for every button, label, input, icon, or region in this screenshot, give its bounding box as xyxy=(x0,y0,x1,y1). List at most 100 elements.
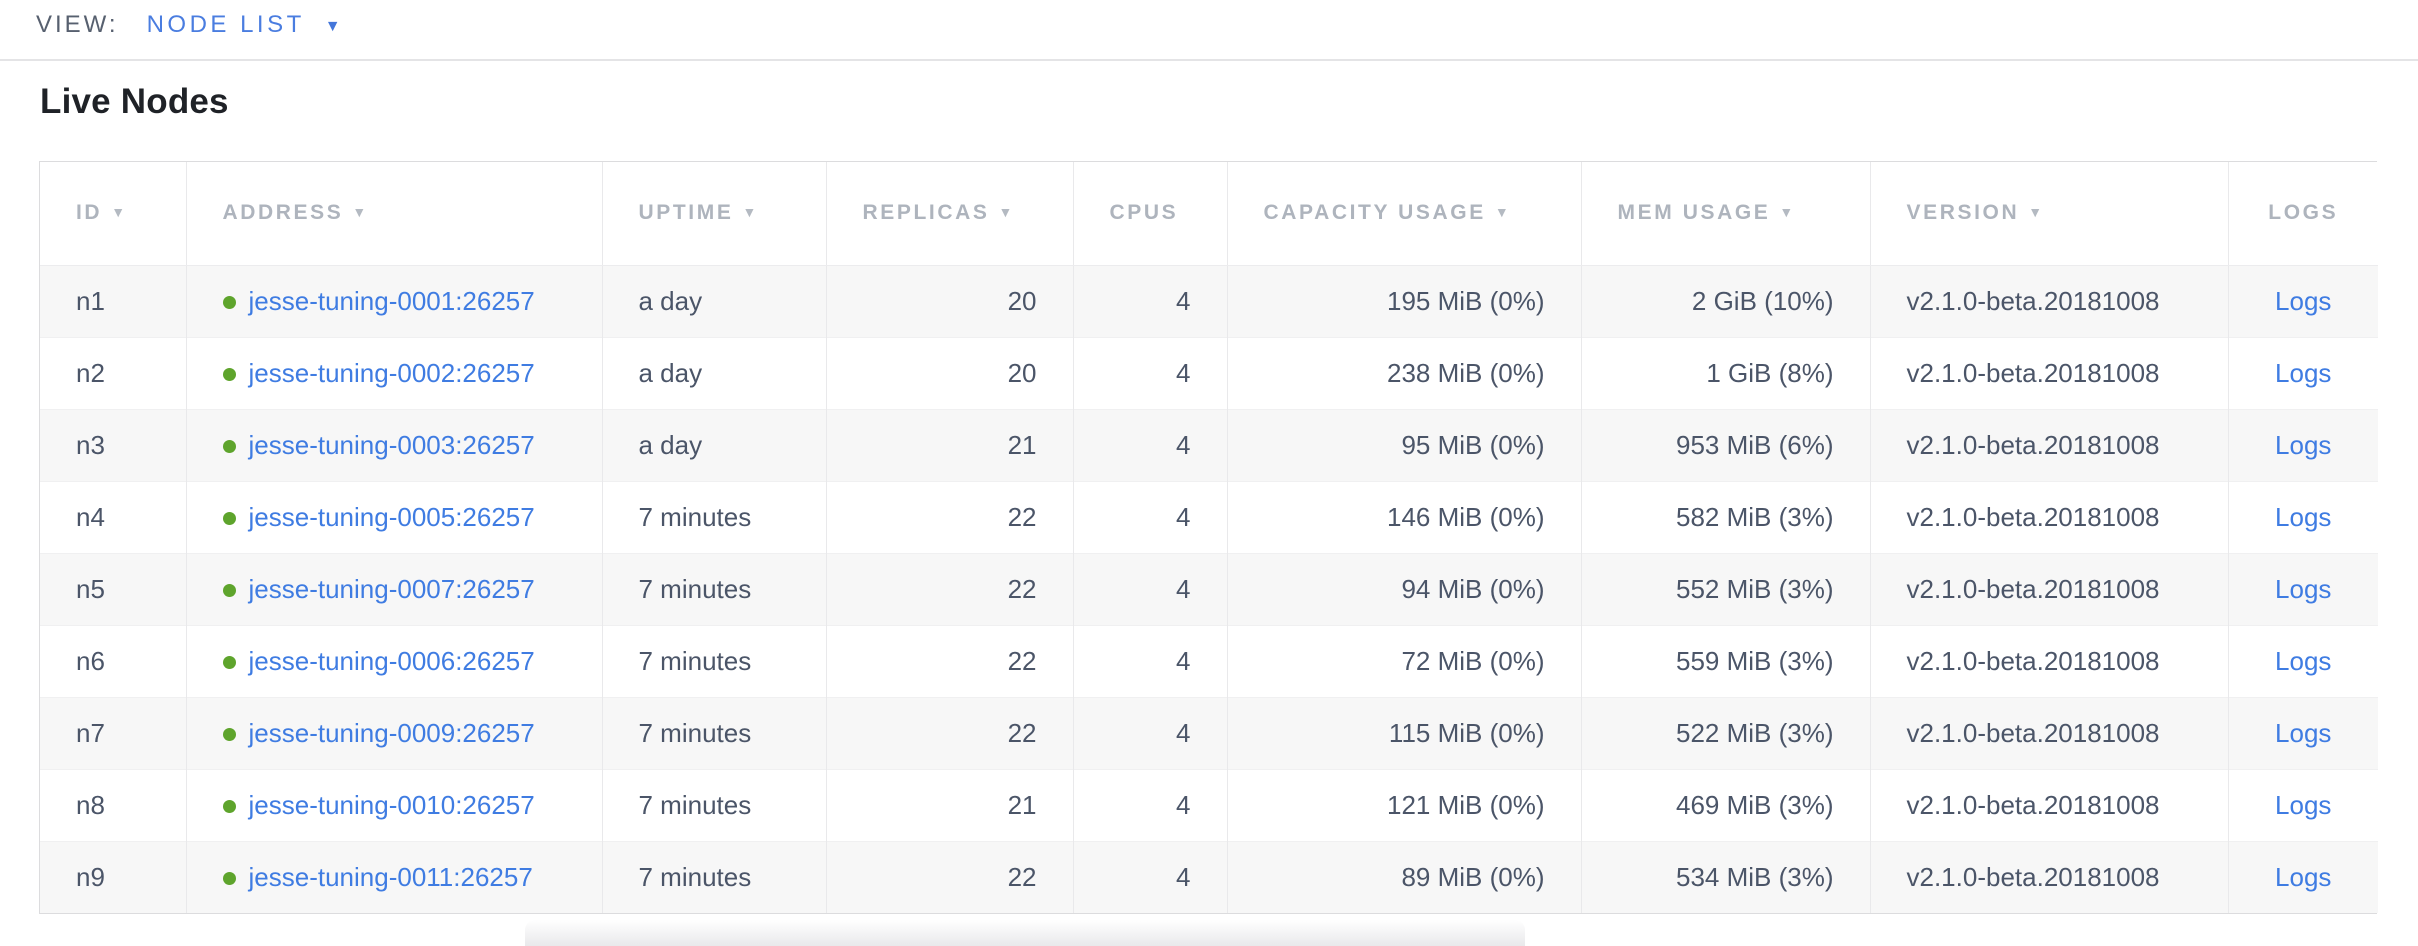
live-nodes-table: ID ▼ ADDRESS ▼ UPTIME ▼ REPLICAS ▼ CPUS xyxy=(39,161,2378,914)
replicas-cell: 22 xyxy=(826,625,1074,697)
logs-link[interactable]: Logs xyxy=(2275,645,2332,676)
capacity-usage-cell: 94 MiB (0%) xyxy=(1227,553,1582,625)
node-address-link[interactable]: jesse-tuning-0001:26257 xyxy=(248,285,535,316)
capacity-usage-cell: 95 MiB (0%) xyxy=(1227,409,1582,481)
node-address-cell: jesse-tuning-0003:26257 xyxy=(186,409,603,481)
node-id-cell: n7 xyxy=(40,697,187,769)
live-status-icon xyxy=(222,511,236,525)
table-row: n5 jesse-tuning-0007:26257 7 minutes 22 … xyxy=(40,553,2378,625)
table-row: n8 jesse-tuning-0010:26257 7 minutes 21 … xyxy=(40,769,2378,841)
node-address-link[interactable]: jesse-tuning-0007:26257 xyxy=(248,573,535,604)
capacity-usage-cell: 72 MiB (0%) xyxy=(1227,625,1582,697)
uptime-cell: a day xyxy=(602,409,827,481)
column-header-capacity-usage[interactable]: CAPACITY USAGE ▼ xyxy=(1227,162,1582,266)
mem-usage-cell: 534 MiB (3%) xyxy=(1581,841,1871,913)
logs-link[interactable]: Logs xyxy=(2275,717,2332,748)
below-fold-shadow xyxy=(525,920,1525,946)
uptime-cell: 7 minutes xyxy=(602,625,827,697)
mem-usage-cell: 522 MiB (3%) xyxy=(1581,697,1871,769)
capacity-usage-cell: 238 MiB (0%) xyxy=(1227,337,1582,409)
table-row: n1 jesse-tuning-0001:26257 a day 20 4 19… xyxy=(40,265,2378,337)
node-address-link[interactable]: jesse-tuning-0011:26257 xyxy=(248,861,533,892)
version-cell: v2.1.0-beta.20181008 xyxy=(1870,625,2229,697)
node-id-cell: n2 xyxy=(40,337,187,409)
capacity-usage-cell: 89 MiB (0%) xyxy=(1227,841,1582,913)
logs-cell: Logs xyxy=(2228,697,2378,769)
cpus-cell: 4 xyxy=(1073,409,1228,481)
live-nodes-table-body: n1 jesse-tuning-0001:26257 a day 20 4 19… xyxy=(40,265,2378,913)
table-row: n3 jesse-tuning-0003:26257 a day 21 4 95… xyxy=(40,409,2378,481)
mem-usage-cell: 559 MiB (3%) xyxy=(1581,625,1871,697)
version-cell: v2.1.0-beta.20181008 xyxy=(1870,409,2229,481)
uptime-cell: 7 minutes xyxy=(602,841,827,913)
live-status-icon xyxy=(222,295,236,309)
version-cell: v2.1.0-beta.20181008 xyxy=(1870,265,2229,337)
uptime-cell: 7 minutes xyxy=(602,697,827,769)
column-label: ID xyxy=(76,201,103,225)
cpus-cell: 4 xyxy=(1073,769,1228,841)
logs-link[interactable]: Logs xyxy=(2275,789,2332,820)
cpus-cell: 4 xyxy=(1073,697,1228,769)
mem-usage-cell: 552 MiB (3%) xyxy=(1581,553,1871,625)
logs-link[interactable]: Logs xyxy=(2275,501,2332,532)
logs-cell: Logs xyxy=(2228,409,2378,481)
logs-link[interactable]: Logs xyxy=(2275,573,2332,604)
logs-cell: Logs xyxy=(2228,481,2378,553)
version-cell: v2.1.0-beta.20181008 xyxy=(1870,337,2229,409)
column-header-cpus: CPUS xyxy=(1073,162,1228,266)
node-address-link[interactable]: jesse-tuning-0003:26257 xyxy=(248,429,535,460)
replicas-cell: 20 xyxy=(826,337,1074,409)
table-row: n4 jesse-tuning-0005:26257 7 minutes 22 … xyxy=(40,481,2378,553)
node-address-link[interactable]: jesse-tuning-0005:26257 xyxy=(248,501,535,532)
sort-arrow-icon: ▼ xyxy=(1779,204,1796,221)
node-address-link[interactable]: jesse-tuning-0010:26257 xyxy=(248,789,535,820)
column-header-replicas[interactable]: REPLICAS ▼ xyxy=(826,162,1074,266)
live-status-icon xyxy=(222,439,236,453)
replicas-cell: 22 xyxy=(826,841,1074,913)
column-label: MEM USAGE xyxy=(1617,201,1771,225)
chevron-down-icon: ▼ xyxy=(324,17,341,35)
column-header-logs: LOGS xyxy=(2228,162,2378,266)
column-label: CAPACITY USAGE xyxy=(1263,201,1486,225)
node-address-link[interactable]: jesse-tuning-0009:26257 xyxy=(248,717,535,748)
view-dropdown[interactable]: NODE LIST ▼ xyxy=(147,11,341,39)
node-address-cell: jesse-tuning-0002:26257 xyxy=(186,337,603,409)
node-address-link[interactable]: jesse-tuning-0006:26257 xyxy=(248,645,535,676)
column-header-version[interactable]: VERSION ▼ xyxy=(1870,162,2229,266)
capacity-usage-cell: 121 MiB (0%) xyxy=(1227,769,1582,841)
node-id-cell: n8 xyxy=(40,769,187,841)
logs-cell: Logs xyxy=(2228,769,2378,841)
replicas-cell: 21 xyxy=(826,409,1074,481)
mem-usage-cell: 582 MiB (3%) xyxy=(1581,481,1871,553)
version-cell: v2.1.0-beta.20181008 xyxy=(1870,481,2229,553)
live-status-icon xyxy=(222,871,236,885)
node-id-cell: n1 xyxy=(40,265,187,337)
logs-cell: Logs xyxy=(2228,841,2378,913)
table-header: ID ▼ ADDRESS ▼ UPTIME ▼ REPLICAS ▼ CPUS xyxy=(40,162,2378,266)
cpus-cell: 4 xyxy=(1073,337,1228,409)
logs-link[interactable]: Logs xyxy=(2275,861,2332,892)
node-id-cell: n3 xyxy=(40,409,187,481)
live-status-icon xyxy=(222,583,236,597)
node-address-link[interactable]: jesse-tuning-0002:26257 xyxy=(248,357,535,388)
table-row: n6 jesse-tuning-0006:26257 7 minutes 22 … xyxy=(40,625,2378,697)
view-selector-bar: VIEW: NODE LIST ▼ xyxy=(0,0,2418,61)
version-cell: v2.1.0-beta.20181008 xyxy=(1870,697,2229,769)
node-address-cell: jesse-tuning-0009:26257 xyxy=(186,697,603,769)
replicas-cell: 20 xyxy=(826,265,1074,337)
logs-link[interactable]: Logs xyxy=(2275,429,2332,460)
replicas-cell: 21 xyxy=(826,769,1074,841)
logs-link[interactable]: Logs xyxy=(2275,285,2332,316)
column-header-id[interactable]: ID ▼ xyxy=(40,162,187,266)
sort-arrow-icon: ▼ xyxy=(998,204,1015,221)
column-header-address[interactable]: ADDRESS ▼ xyxy=(186,162,603,266)
column-label: UPTIME xyxy=(638,201,734,225)
logs-cell: Logs xyxy=(2228,625,2378,697)
replicas-cell: 22 xyxy=(826,697,1074,769)
column-header-uptime[interactable]: UPTIME ▼ xyxy=(602,162,827,266)
column-header-mem-usage[interactable]: MEM USAGE ▼ xyxy=(1581,162,1871,266)
mem-usage-cell: 469 MiB (3%) xyxy=(1581,769,1871,841)
column-label: ADDRESS xyxy=(222,201,344,225)
node-address-cell: jesse-tuning-0006:26257 xyxy=(186,625,603,697)
logs-link[interactable]: Logs xyxy=(2275,357,2332,388)
